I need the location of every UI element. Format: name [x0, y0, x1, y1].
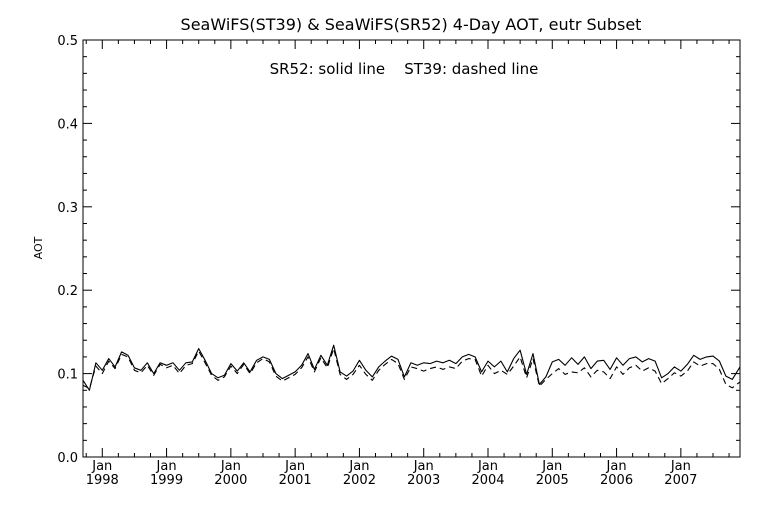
- y-tick-label: 0.2: [57, 284, 78, 299]
- x-tick-month-label: Jan: [284, 459, 305, 474]
- y-tick-label: 0.3: [57, 201, 78, 216]
- plot-frame: [82, 39, 741, 458]
- x-tick-month-label: Jan: [91, 459, 112, 474]
- x-tick-month-label: Jan: [156, 459, 177, 474]
- x-tick-year-label: 2000: [214, 473, 247, 488]
- series-line-sr52: [82, 344, 741, 391]
- x-tick-month-label: Jan: [477, 459, 498, 474]
- x-tick-year-label: 1999: [150, 473, 183, 488]
- x-tick-year-label: 2003: [407, 473, 440, 488]
- y-tick-label: 0.1: [57, 368, 78, 383]
- x-tick-month-label: Jan: [541, 459, 562, 474]
- x-tick-year-label: 2001: [279, 473, 312, 488]
- x-tick-month-label: Jan: [348, 459, 369, 474]
- x-tick-year-label: 1998: [86, 473, 119, 488]
- x-tick-year-label: 2002: [343, 473, 376, 488]
- chart-title: SeaWiFS(ST39) & SeaWiFS(SR52) 4-Day AOT,…: [181, 15, 642, 34]
- x-tick-year-label: 2006: [600, 473, 633, 488]
- x-tick-year-label: 2004: [471, 473, 504, 488]
- x-tick-month-label: Jan: [413, 459, 434, 474]
- x-tick-year-label: 2007: [664, 473, 697, 488]
- x-tick-month-label: Jan: [670, 459, 691, 474]
- x-tick-month-label: Jan: [220, 459, 241, 474]
- line-style-annotation: SR52: solid line ST39: dashed line: [270, 60, 539, 78]
- x-tick-month-label: Jan: [606, 459, 627, 474]
- x-tick-year-label: 2005: [536, 473, 569, 488]
- series-line-st39: [82, 348, 741, 390]
- y-axis-ticks: 0.0 0.1 0.2 0.3 0.4 0.5: [57, 34, 740, 466]
- y-tick-label: 0.0: [57, 451, 78, 466]
- y-tick-label: 0.4: [57, 117, 78, 132]
- y-tick-label: 0.5: [57, 34, 78, 49]
- y-axis-label: AOT: [32, 236, 45, 259]
- series-layer: [82, 344, 741, 391]
- x-axis-ticks: Jan1998Jan1999Jan2000Jan2001Jan2002Jan20…: [85, 40, 730, 488]
